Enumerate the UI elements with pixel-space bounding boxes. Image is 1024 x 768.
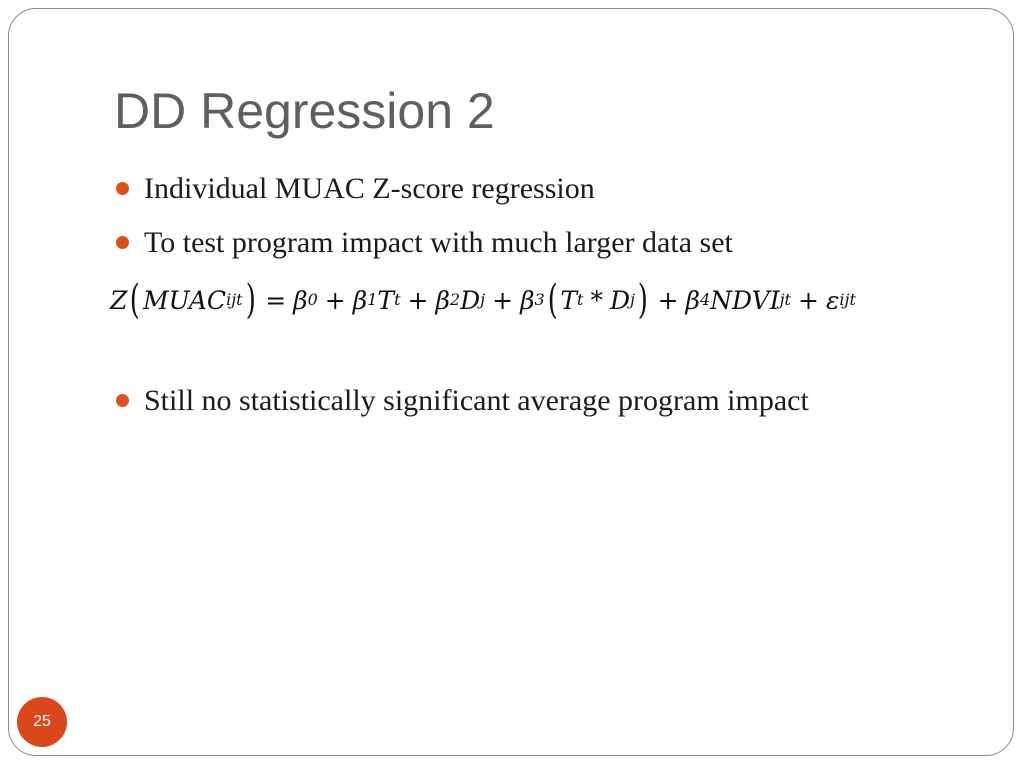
eq-plus: + bbox=[492, 285, 514, 315]
eq-term-b0: β bbox=[293, 285, 308, 315]
eq-paren: ) bbox=[637, 277, 648, 323]
eq-term-d: D bbox=[460, 285, 481, 315]
eq-sub: t bbox=[394, 290, 401, 309]
eq-sub: 2 bbox=[449, 290, 461, 309]
eq-term-b4: β bbox=[685, 285, 700, 315]
eq-term-d: D bbox=[609, 285, 630, 315]
eq-sub: t bbox=[577, 290, 584, 309]
eq-paren: ) bbox=[245, 277, 256, 323]
eq-plus: + bbox=[407, 285, 429, 315]
slide-frame bbox=[8, 8, 1014, 756]
eq-sub: ijt bbox=[226, 290, 243, 309]
eq-plus: + bbox=[324, 285, 346, 315]
eq-sub: j bbox=[630, 290, 635, 309]
eq-term-eps: ε bbox=[825, 285, 840, 315]
eq-sub: jt bbox=[779, 290, 791, 309]
eq-sub: ijt bbox=[839, 290, 856, 309]
eq-sub: 4 bbox=[699, 290, 711, 309]
eq-sub: j bbox=[480, 290, 486, 309]
eq-times: * bbox=[590, 285, 603, 315]
eq-lhs-var: MUAC bbox=[142, 285, 227, 315]
bullet-dot-icon bbox=[116, 182, 129, 195]
bullet-dot-icon bbox=[116, 394, 129, 407]
eq-equals: = bbox=[265, 285, 287, 315]
bullet-dot-icon bbox=[116, 236, 129, 249]
eq-sub: 1 bbox=[367, 290, 378, 309]
eq-lhs-fn: Z bbox=[110, 285, 128, 315]
eq-plus: + bbox=[657, 285, 679, 315]
eq-term-b2: β bbox=[435, 285, 450, 315]
eq-term-ndvi: NDVI bbox=[710, 285, 780, 315]
eq-sub: 0 bbox=[307, 290, 318, 309]
slide-title: DD Regression 2 bbox=[114, 83, 495, 139]
slide-number-badge: 25 bbox=[17, 697, 67, 747]
bullet-text: To test program impact with much larger … bbox=[144, 226, 733, 259]
eq-paren: ( bbox=[547, 277, 558, 323]
eq-paren: ( bbox=[130, 277, 141, 323]
bullet-text: Still no statistically significant avera… bbox=[144, 384, 809, 417]
eq-sub: 3 bbox=[534, 290, 545, 309]
bullet-text: Individual MUAC Z-score regression bbox=[144, 172, 595, 205]
eq-term-t: T bbox=[377, 285, 395, 315]
eq-term-t: T bbox=[560, 285, 578, 315]
eq-plus: + bbox=[797, 285, 819, 315]
eq-term-b3: β bbox=[520, 285, 535, 315]
eq-term-b1: β bbox=[352, 285, 368, 315]
